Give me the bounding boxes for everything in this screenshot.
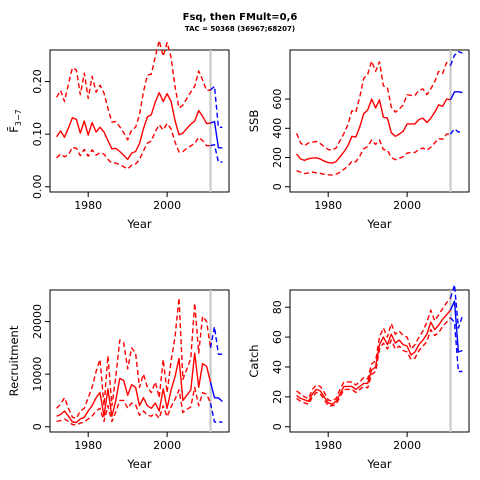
recruitment-x-tick-label: 1980 xyxy=(74,439,102,452)
catch-series-projection-upper xyxy=(449,284,464,329)
fbar-series-projection-lower xyxy=(210,143,223,163)
recruitment-series-estimate xyxy=(56,352,212,424)
catch-y-tick-label: 20 xyxy=(271,390,284,404)
fbar-series-projection-upper xyxy=(210,85,223,129)
ssb-y-tick-label: 600 xyxy=(271,89,284,110)
catch-x-tick-label: 2000 xyxy=(393,439,421,452)
ssb-y-tick-label: 400 xyxy=(271,118,284,139)
ssb-x-axis-label: Year xyxy=(366,217,392,231)
ssb-plot-frame xyxy=(289,49,470,193)
fbar-plot-frame xyxy=(49,49,230,193)
catch-series-lower xyxy=(296,317,452,407)
figure-title: Fsq, then FMult=0,6 xyxy=(183,12,298,23)
fbar-y-tick-label: 0.20 xyxy=(31,69,44,94)
catch-y-tick-label: 60 xyxy=(271,330,284,344)
recruitment-x-tick-label: 2000 xyxy=(153,439,181,452)
figure-subtitle: TAC = 50368 (36967;68207) xyxy=(185,25,295,33)
catch-series-projection-lower xyxy=(449,317,463,373)
ssb-x-tick-label: 1980 xyxy=(314,199,342,212)
ssb-series-projection xyxy=(449,91,463,101)
catch-panel: 1980 2000 0 20 40 60 80 Year Catch xyxy=(247,284,470,471)
recruitment-plot-frame xyxy=(49,289,230,433)
recruitment-x-axis-label: Year xyxy=(126,457,152,471)
ssb-y-tick-label: 0 xyxy=(271,183,284,190)
fbar-y-axis-symbol: F̄ xyxy=(7,126,21,133)
ssb-y-tick-label: 200 xyxy=(271,147,284,168)
fbar-y-tick-label: 0.00 xyxy=(31,174,44,199)
fbar-y-axis-label: F̄3−7 xyxy=(7,109,23,133)
recruitment-y-tick-label: 20000 xyxy=(31,304,44,339)
ssb-y-axis-label: SSB xyxy=(247,110,261,133)
ssb-series-estimate xyxy=(296,98,451,164)
fbar-x-tick-label: 1980 xyxy=(74,199,102,212)
catch-x-axis-label: Year xyxy=(366,457,392,471)
recruitment-series-projection-lower xyxy=(209,402,223,423)
recruitment-y-tick-label: 0 xyxy=(31,423,44,430)
ssb-series-lower xyxy=(296,133,451,176)
catch-series-estimate xyxy=(296,309,452,405)
catch-y-tick-label: 40 xyxy=(271,360,284,374)
fbar-series-estimate xyxy=(56,91,211,161)
fbar-series-lower xyxy=(56,122,211,170)
recruitment-series-upper xyxy=(56,297,212,419)
recruitment-y-tick-label: 10000 xyxy=(31,357,44,392)
fbar-series-projection xyxy=(210,120,223,149)
fbar-series-upper xyxy=(55,39,211,141)
catch-x-tick-label: 1980 xyxy=(314,439,342,452)
ssb-x-tick-label: 2000 xyxy=(393,199,421,212)
catch-plot-frame xyxy=(289,289,470,433)
ssb-series-upper xyxy=(295,60,451,151)
recruitment-series-projection-upper xyxy=(209,326,223,355)
catch-y-axis-label: Catch xyxy=(247,344,261,377)
ssb-series-projection-lower xyxy=(449,128,463,135)
fbar-x-tick-label: 2000 xyxy=(153,199,181,212)
recruitment-series-projection xyxy=(209,381,223,403)
fbar-panel: 1980 2000 0.00 0.10 0.20 Year F̄3−7 xyxy=(7,39,230,231)
recruitment-y-axis-label: Recruitment xyxy=(7,325,21,396)
fbar-y-tick-label: 0.10 xyxy=(31,122,44,147)
ssb-series-projection-upper xyxy=(449,50,463,66)
ssb-panel: 1980 2000 0 200 400 600 Year SSB xyxy=(247,49,470,231)
fbar-y-axis-subscript: 3−7 xyxy=(14,109,23,126)
catch-series-projection xyxy=(449,300,463,353)
catch-y-tick-label: 0 xyxy=(271,423,284,430)
catch-series-upper xyxy=(296,297,452,402)
fbar-x-axis-label: Year xyxy=(126,217,152,231)
catch-y-tick-label: 80 xyxy=(271,300,284,314)
recruitment-series-lower xyxy=(56,386,212,426)
